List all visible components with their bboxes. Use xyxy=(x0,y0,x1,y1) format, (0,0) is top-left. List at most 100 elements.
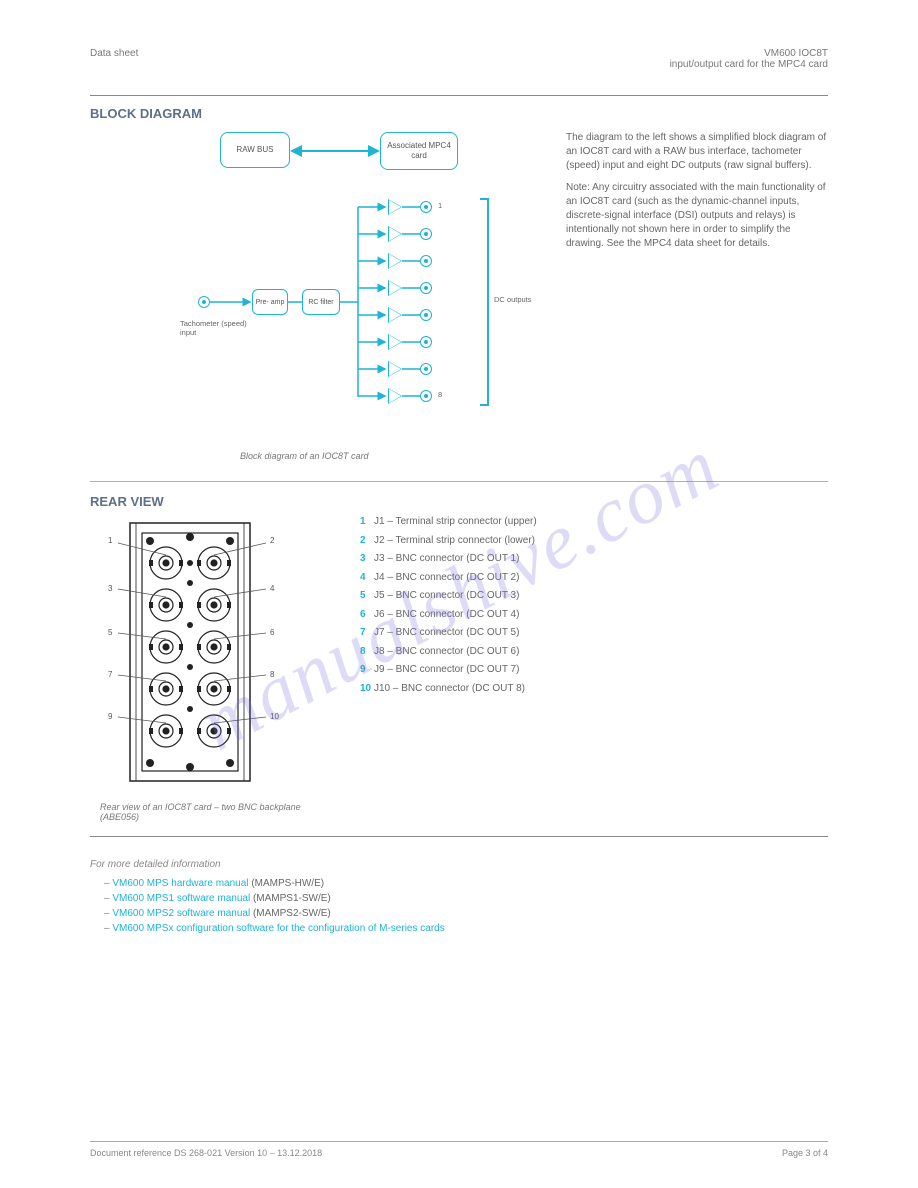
more-info-item: VM600 MPS1 software manual (MAMPS1-SW/E) xyxy=(104,891,828,906)
label-out-1: 1 xyxy=(438,201,442,210)
page: Data sheet VM600 IOC8T input/output card… xyxy=(0,0,918,1188)
section-title-block-diagram: BLOCK DIAGRAM xyxy=(90,106,828,121)
legend-num: 9 xyxy=(360,663,374,678)
more-info-link[interactable]: VM600 MPSx configuration software for th… xyxy=(112,923,444,934)
output-connector-icon xyxy=(420,228,432,240)
more-info-heading: For more detailed information xyxy=(90,857,828,872)
output-connector-icon xyxy=(420,336,432,348)
rear-view-row: 1 2 3 4 5 6 7 8 9 10 Rear view of an IOC8T ca… xyxy=(90,515,828,822)
header-left: Data sheet xyxy=(90,48,138,59)
legend-item: 4J4 – BNC connector (DC OUT 2) xyxy=(360,571,828,586)
footer-left: Document reference DS 268-021 Version 10… xyxy=(90,1148,322,1158)
label-out-8: 8 xyxy=(438,390,442,399)
legend-item: 10J10 – BNC connector (DC OUT 8) xyxy=(360,682,828,697)
legend-num: 1 xyxy=(360,515,374,530)
svg-text:10: 10 xyxy=(270,712,279,721)
rear-panel-drawing: 1 2 3 4 5 6 7 8 9 10 Rear view of an IOC8T ca… xyxy=(100,515,330,822)
legend-num: 8 xyxy=(360,645,374,660)
output-connector-icon xyxy=(420,309,432,321)
amp-icon-fill xyxy=(389,308,401,322)
input-connector-icon xyxy=(198,296,210,308)
legend-text: J2 – Terminal strip connector (lower) xyxy=(374,535,535,546)
more-info-item: VM600 MPS hardware manual (MAMPS-HW/E) xyxy=(104,876,828,891)
rear-panel-svg: 1 2 3 4 5 6 7 8 9 10 xyxy=(100,515,330,795)
rear-view-caption: Rear view of an IOC8T card – two BNC bac… xyxy=(100,802,330,822)
more-info-link[interactable]: VM600 MPS1 software manual xyxy=(112,893,250,904)
legend-num: 2 xyxy=(360,534,374,549)
legend-text: J1 – Terminal strip connector (upper) xyxy=(374,516,537,527)
more-info-link[interactable]: VM600 MPS2 software manual xyxy=(112,908,250,919)
label-dc-outputs: DC outputs xyxy=(494,295,532,304)
amp-icon-fill xyxy=(389,281,401,295)
more-info-ref: (MAMPS1-SW/E) xyxy=(253,893,331,904)
more-info-block: For more detailed information VM600 MPS … xyxy=(90,857,828,936)
legend-num: 10 xyxy=(360,682,374,697)
svg-text:7: 7 xyxy=(108,670,113,679)
legend-text: J8 – BNC connector (DC OUT 6) xyxy=(374,646,519,657)
output-connector-icon xyxy=(420,390,432,402)
amp-icon-fill xyxy=(389,362,401,376)
product-subtitle: input/output card for the MPC4 card xyxy=(670,59,828,70)
svg-text:4: 4 xyxy=(270,584,275,593)
legend-text: J5 – BNC connector (DC OUT 3) xyxy=(374,590,519,601)
node-rc-filter: RC filter xyxy=(302,289,340,315)
svg-text:9: 9 xyxy=(108,712,113,721)
output-connector-icon xyxy=(420,282,432,294)
block-desc-p1: The diagram to the left shows a simplifi… xyxy=(566,131,828,173)
more-info-item: VM600 MPSx configuration software for th… xyxy=(104,921,828,936)
divider-top xyxy=(90,95,828,96)
amp-icon-fill xyxy=(389,389,401,403)
output-connector-icon xyxy=(420,363,432,375)
more-info-ref: (MAMPS2-SW/E) xyxy=(253,908,331,919)
legend-item: 8J8 – BNC connector (DC OUT 6) xyxy=(360,645,828,660)
rear-view-legend: 1J1 – Terminal strip connector (upper) 2… xyxy=(360,515,828,700)
header-right: VM600 IOC8T input/output card for the MP… xyxy=(670,48,828,70)
legend-text: J4 – BNC connector (DC OUT 2) xyxy=(374,572,519,583)
legend-num: 7 xyxy=(360,626,374,641)
section-title-rear-view: REAR VIEW xyxy=(90,494,828,509)
legend-num: 6 xyxy=(360,608,374,623)
block-diagram-row: RAW BUS Associated MPC4 card xyxy=(90,127,828,447)
legend-item: 3J3 – BNC connector (DC OUT 1) xyxy=(360,552,828,567)
legend-text: J6 – BNC connector (DC OUT 4) xyxy=(374,609,519,620)
svg-text:3: 3 xyxy=(108,584,113,593)
footer-right: Page 3 of 4 xyxy=(782,1148,828,1158)
more-info-link[interactable]: VM600 MPS hardware manual xyxy=(112,878,248,889)
more-info-ref: (MAMPS-HW/E) xyxy=(251,878,324,889)
block-diagram-description: The diagram to the left shows a simplifi… xyxy=(566,127,828,259)
product-name: VM600 IOC8T xyxy=(670,48,828,59)
legend-item: 9J9 – BNC connector (DC OUT 7) xyxy=(360,663,828,678)
legend-text: J9 – BNC connector (DC OUT 7) xyxy=(374,664,519,675)
legend-item: 2J2 – Terminal strip connector (lower) xyxy=(360,534,828,549)
output-connector-icon xyxy=(420,255,432,267)
more-info-item: VM600 MPS2 software manual (MAMPS2-SW/E) xyxy=(104,906,828,921)
legend-text: J10 – BNC connector (DC OUT 8) xyxy=(374,683,525,694)
block-diagram-caption: Block diagram of an IOC8T card xyxy=(240,451,828,461)
block-desc-p2: Note: Any circuitry associated with the … xyxy=(566,181,828,251)
node-preamp: Pre- amp xyxy=(252,289,288,315)
svg-text:8: 8 xyxy=(270,670,275,679)
amp-icon-fill xyxy=(389,254,401,268)
page-footer: Document reference DS 268-021 Version 10… xyxy=(90,1141,828,1158)
svg-text:2: 2 xyxy=(270,536,275,545)
legend-num: 4 xyxy=(360,571,374,586)
output-connector-icon xyxy=(420,201,432,213)
amp-icon-fill xyxy=(389,227,401,241)
amp-icon-fill xyxy=(389,200,401,214)
svg-text:5: 5 xyxy=(108,628,113,637)
legend-item: 6J6 – BNC connector (DC OUT 4) xyxy=(360,608,828,623)
label-tach-input: Tachometer (speed) input xyxy=(180,319,250,337)
svg-text:6: 6 xyxy=(270,628,275,637)
legend-num: 3 xyxy=(360,552,374,567)
block-diagram: RAW BUS Associated MPC4 card xyxy=(180,127,540,447)
legend-item: 5J5 – BNC connector (DC OUT 3) xyxy=(360,589,828,604)
svg-text:1: 1 xyxy=(108,536,113,545)
divider-orange xyxy=(90,481,828,482)
legend-text: J3 – BNC connector (DC OUT 1) xyxy=(374,553,519,564)
diagram-wires xyxy=(180,127,540,447)
legend-item: 1J1 – Terminal strip connector (upper) xyxy=(360,515,828,530)
more-info-list: VM600 MPS hardware manual (MAMPS-HW/E) V… xyxy=(90,876,828,936)
amp-icon-fill xyxy=(389,335,401,349)
divider-mid xyxy=(90,836,828,837)
legend-item: 7J7 – BNC connector (DC OUT 5) xyxy=(360,626,828,641)
